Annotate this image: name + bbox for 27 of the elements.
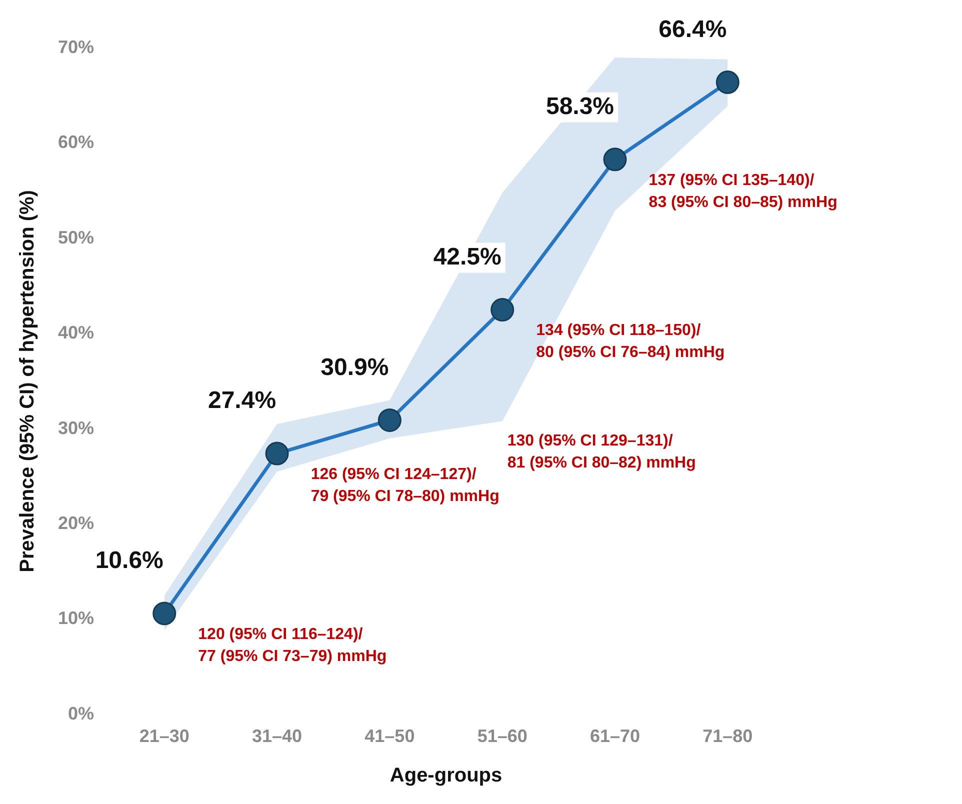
x-tick-label: 31–40 [252,726,302,746]
x-tick-label: 71–80 [702,726,753,746]
data-label: 10.6% [95,547,164,574]
data-label: 27.4% [208,387,276,414]
y-tick-label: 40% [58,322,94,343]
data-label: 66.4% [658,16,727,43]
y-tick-label: 30% [58,418,94,438]
y-tick-label: 0% [68,703,94,724]
y-tick-label: 50% [58,227,94,248]
annotation: 137 (95% CI 135–140)/ 83 (95% CI 80–85) mmHg [648,172,838,211]
annotation: 120 (95% CI 116–124)/ 77 (95% CI 73–79) mmHg [198,626,387,665]
annotation: 130 (95% CI 129–131)/ 81 (95% CI 80–82) mmHg [507,432,696,472]
x-tick-label: 21–30 [139,726,190,746]
data-label: 42.5% [433,243,502,270]
x-tick-label: 41–50 [364,726,415,746]
data-label: 58.3% [546,93,614,120]
y-tick-label: 60% [58,132,94,152]
y-tick-label: 10% [58,608,94,628]
x-tick-label: 51–60 [477,726,528,746]
x-tick-label: 61–70 [590,726,640,746]
data-label: 30.9% [320,354,389,381]
annotation: 126 (95% CI 124–127)/ 79 (95% CI 78–80) mmHg [310,466,500,505]
annotation: 134 (95% CI 118–150)/ 80 (95% CI 76–84) mmHg [536,322,725,362]
y-axis-title: Prevalence (95% CI) of hypertension (%) [16,190,39,572]
y-tick-label: 20% [58,512,94,533]
y-tick-label: 70% [58,36,94,57]
x-axis-title: Age-groups [390,764,502,787]
